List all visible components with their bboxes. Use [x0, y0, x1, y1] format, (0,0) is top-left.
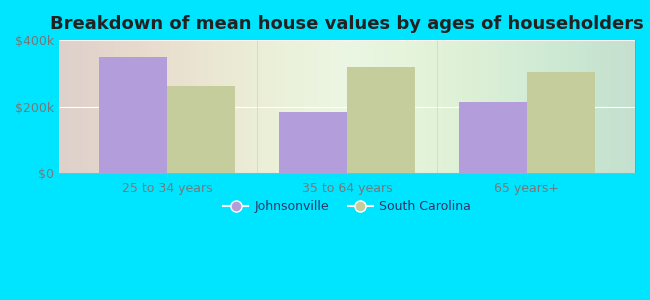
Title: Breakdown of mean house values by ages of householders: Breakdown of mean house values by ages o…: [50, 15, 644, 33]
Bar: [99, 57, 167, 173]
Bar: [347, 68, 415, 173]
Bar: [459, 102, 527, 173]
Legend: Johnsonville, South Carolina: Johnsonville, South Carolina: [218, 195, 476, 218]
Bar: [167, 86, 235, 173]
Bar: [527, 72, 595, 173]
Bar: [279, 112, 347, 173]
